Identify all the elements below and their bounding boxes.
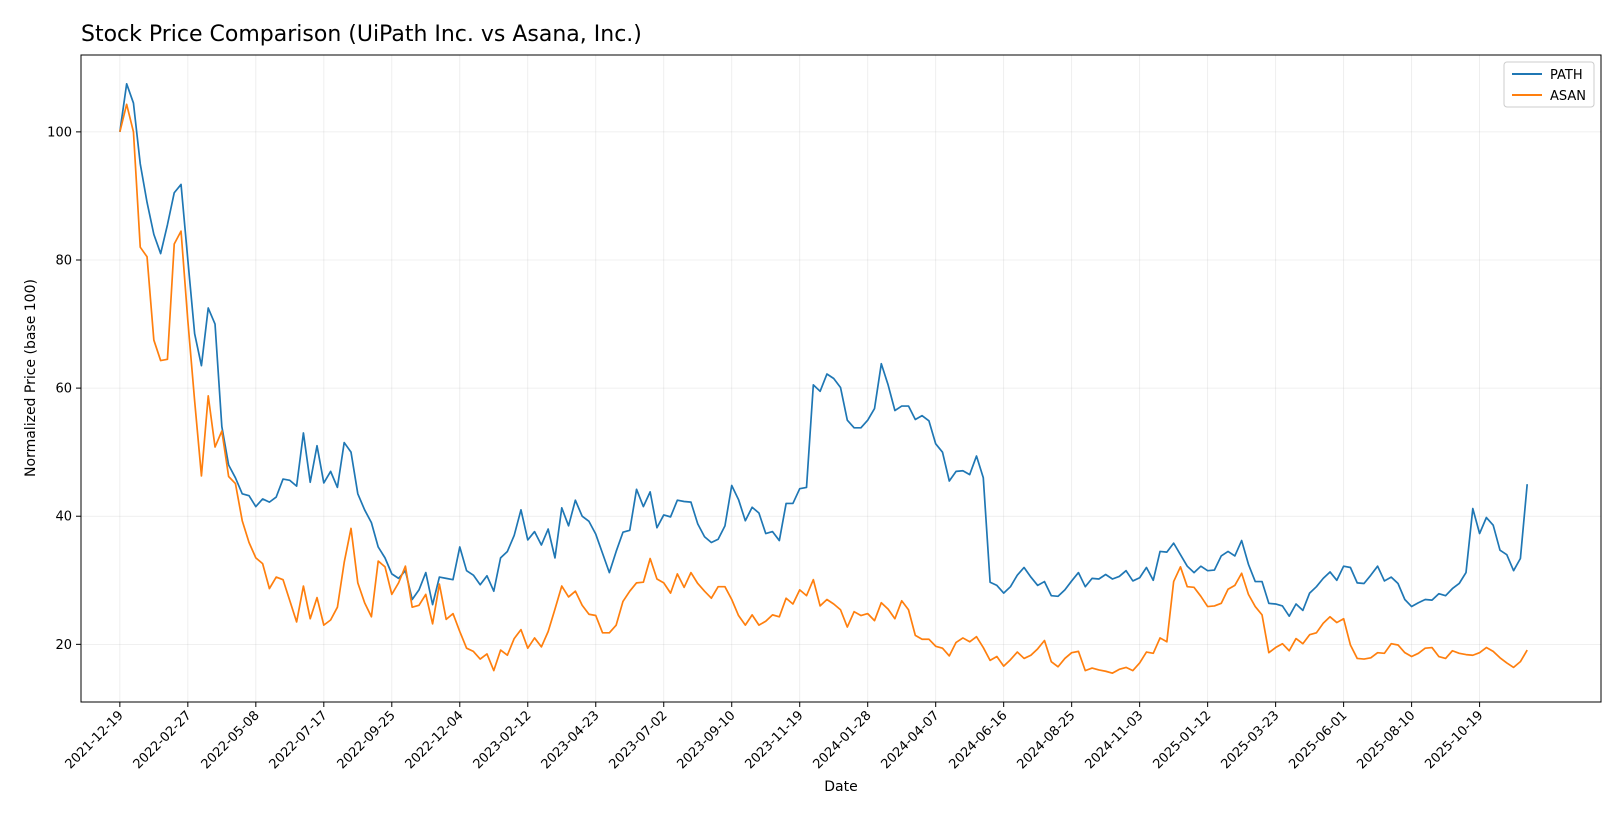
x-tick-label: 2022-02-27 bbox=[131, 708, 195, 772]
x-tick-label: 2023-02-12 bbox=[471, 708, 535, 772]
series-line-path bbox=[119, 82, 1529, 618]
y-axis-ticks: 20 40 60 80 100 bbox=[47, 125, 81, 653]
x-axis-label: Date bbox=[824, 779, 857, 795]
x-tick-label: 2022-05-08 bbox=[199, 708, 263, 772]
x-tick-label: 2023-07-02 bbox=[607, 708, 671, 772]
x-tick-label: 2023-09-10 bbox=[675, 708, 739, 772]
series-lines bbox=[119, 82, 1529, 675]
legend-label-path: PATH bbox=[1550, 68, 1583, 83]
x-tick-label: 2024-08-25 bbox=[1014, 708, 1078, 772]
x-tick-label: 2022-09-25 bbox=[335, 708, 399, 772]
x-tick-label: 2024-04-07 bbox=[878, 708, 942, 772]
x-tick-label: 2025-10-19 bbox=[1422, 708, 1486, 772]
x-axis-ticks: 2021-12-19 2022-02-27 2022-05-08 2022-07-17… bbox=[63, 702, 1486, 772]
legend: PATH ASAN bbox=[1503, 61, 1595, 108]
x-tick-label: 2022-07-17 bbox=[267, 708, 331, 772]
y-tick-label: 80 bbox=[55, 253, 72, 268]
x-tick-label: 2024-06-16 bbox=[946, 708, 1010, 772]
y-tick-label: 40 bbox=[55, 510, 72, 525]
x-tick-label: 2023-11-19 bbox=[743, 708, 807, 772]
plot-area-frame bbox=[80, 54, 1602, 703]
series-line-asan bbox=[119, 103, 1528, 675]
chart-title: Stock Price Comparison (UiPath Inc. vs A… bbox=[81, 22, 642, 47]
legend-label-asan: ASAN bbox=[1550, 89, 1586, 104]
grid bbox=[81, 55, 1601, 702]
y-axis-label: Normalized Price (base 100) bbox=[23, 279, 39, 477]
x-tick-label: 2025-08-10 bbox=[1354, 708, 1418, 772]
x-tick-label: 2024-11-03 bbox=[1082, 708, 1146, 772]
y-tick-label: 20 bbox=[55, 638, 72, 653]
x-tick-label: 2025-01-12 bbox=[1150, 708, 1214, 772]
x-tick-label: 2022-12-04 bbox=[403, 708, 467, 772]
x-tick-label: 2025-06-01 bbox=[1286, 708, 1350, 772]
y-tick-label: 60 bbox=[55, 382, 72, 397]
y-tick-label: 100 bbox=[47, 125, 72, 140]
x-tick-label: 2023-04-23 bbox=[539, 708, 603, 772]
x-tick-label: 2024-01-28 bbox=[811, 708, 875, 772]
x-tick-label: 2025-03-23 bbox=[1218, 708, 1282, 772]
x-tick-label: 2021-12-19 bbox=[63, 708, 127, 772]
